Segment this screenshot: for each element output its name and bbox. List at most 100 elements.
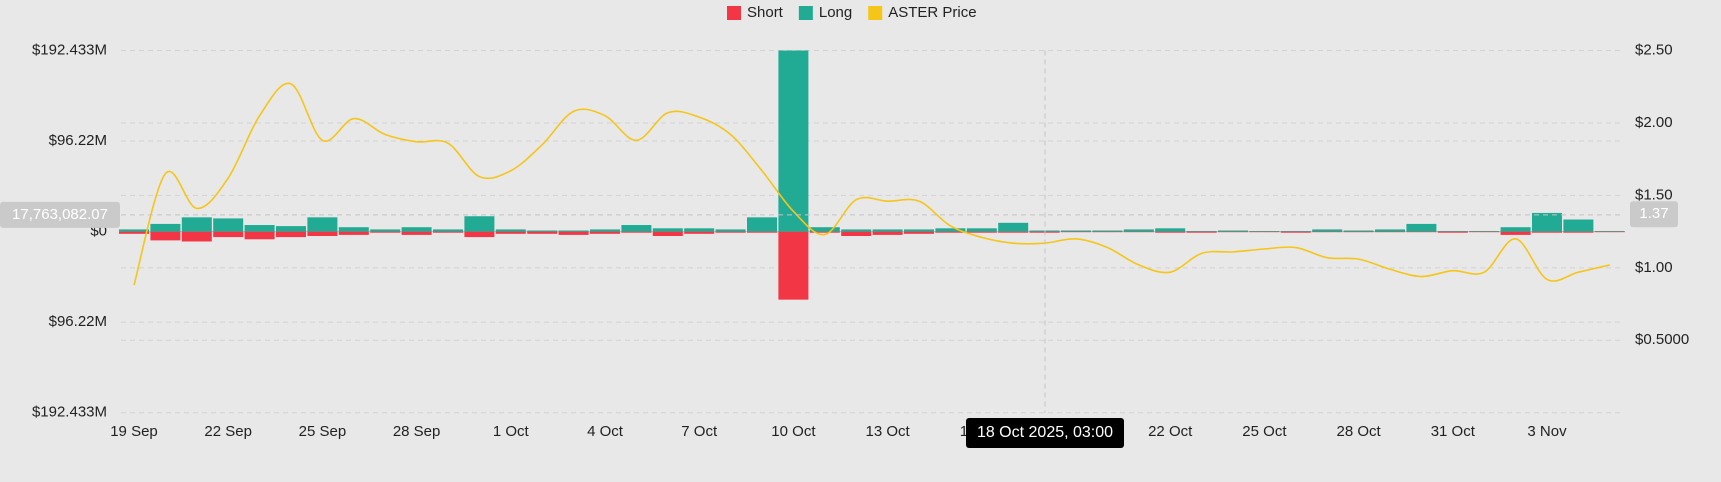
bar xyxy=(1375,231,1405,233)
bar xyxy=(1123,229,1154,232)
bar xyxy=(1155,228,1186,232)
bar xyxy=(1218,230,1248,232)
y-tick-label: $96.22M xyxy=(49,313,107,330)
bar xyxy=(433,229,463,232)
bar xyxy=(809,231,840,233)
bar xyxy=(119,231,149,234)
bar xyxy=(1437,231,1468,232)
x-tick-label: 25 Sep xyxy=(299,423,347,440)
legend-swatch xyxy=(868,6,883,20)
bar xyxy=(1563,219,1594,232)
bar xyxy=(338,227,369,232)
bar xyxy=(1406,223,1437,232)
x-tick-label: 22 Oct xyxy=(1148,423,1193,440)
bar xyxy=(1532,212,1562,232)
bar xyxy=(747,231,777,233)
bar xyxy=(904,229,934,232)
bar xyxy=(809,227,840,232)
bar xyxy=(307,217,338,232)
price-line xyxy=(133,82,1610,286)
bar xyxy=(558,231,589,235)
bar xyxy=(904,231,934,234)
bar xyxy=(244,225,275,232)
bar xyxy=(150,231,181,241)
bar xyxy=(684,228,715,232)
x-tick-label: 22 Sep xyxy=(204,423,252,440)
bar xyxy=(715,229,746,232)
bar xyxy=(1061,231,1091,233)
bar xyxy=(778,50,809,232)
bar xyxy=(495,231,526,234)
bar xyxy=(590,231,620,234)
bar xyxy=(527,230,558,232)
legend-label: ASTER Price xyxy=(888,4,976,21)
bar xyxy=(181,217,212,232)
bar xyxy=(1406,231,1437,233)
bar xyxy=(213,218,244,232)
y-tick-label: $96.22M xyxy=(49,132,107,149)
bar xyxy=(464,231,495,238)
bar xyxy=(370,229,401,232)
bar xyxy=(1123,231,1154,233)
bar xyxy=(590,229,620,232)
x-tick-label: 1 Oct xyxy=(493,423,530,440)
bar xyxy=(1218,231,1248,233)
bar xyxy=(1092,231,1123,233)
bar xyxy=(150,223,181,232)
bar xyxy=(1343,230,1374,232)
legend-swatch xyxy=(798,6,813,20)
bar xyxy=(276,231,306,238)
bar xyxy=(495,229,526,232)
bar xyxy=(935,231,966,233)
x-tick-label: 3 Nov xyxy=(1527,423,1567,440)
bar xyxy=(1092,230,1123,232)
bar xyxy=(1594,231,1625,232)
bar xyxy=(872,231,903,235)
crosshair-value-label: 17,763,082.07 xyxy=(12,206,108,223)
x-tick-label: 25 Oct xyxy=(1242,423,1287,440)
x-tick-label: 10 Oct xyxy=(771,423,816,440)
bar xyxy=(621,231,652,233)
bar xyxy=(464,216,495,232)
bar xyxy=(621,225,652,232)
y-tick-label: $192.433M xyxy=(32,41,107,58)
x-tick-label: 7 Oct xyxy=(681,423,718,440)
bar xyxy=(1312,229,1343,232)
bar xyxy=(1500,227,1531,232)
crosshair-date-box xyxy=(966,418,1124,448)
bar xyxy=(966,228,997,232)
legend-label: Long xyxy=(819,4,852,21)
bar xyxy=(1249,231,1280,232)
y-tick-label: $192.433M xyxy=(32,404,107,421)
bar xyxy=(1437,231,1468,233)
bar xyxy=(841,229,872,232)
bar xyxy=(1594,231,1625,233)
y2-tick-label: $2.00 xyxy=(1635,114,1673,131)
x-tick-label: 4 Oct xyxy=(587,423,624,440)
bar xyxy=(1186,231,1217,232)
x-tick-label: 28 Sep xyxy=(393,423,441,440)
bar xyxy=(558,230,589,232)
bar xyxy=(1249,231,1280,233)
bar xyxy=(527,231,558,234)
bar xyxy=(1312,231,1343,233)
bar xyxy=(652,231,683,236)
bar xyxy=(370,231,401,233)
bar xyxy=(1469,231,1500,232)
bar xyxy=(1563,231,1594,233)
bar xyxy=(935,228,966,232)
bar xyxy=(872,229,903,232)
bar xyxy=(433,231,463,233)
crosshair-price-box xyxy=(1630,201,1678,228)
bar xyxy=(119,229,149,232)
bar xyxy=(684,231,715,234)
bar xyxy=(1500,231,1531,235)
crosshair-value-box xyxy=(0,201,120,228)
bar xyxy=(244,231,275,240)
bar xyxy=(1155,231,1186,233)
bar xyxy=(1280,231,1311,233)
bar xyxy=(1186,231,1217,233)
bar xyxy=(401,227,432,232)
legend-swatch xyxy=(727,6,741,20)
